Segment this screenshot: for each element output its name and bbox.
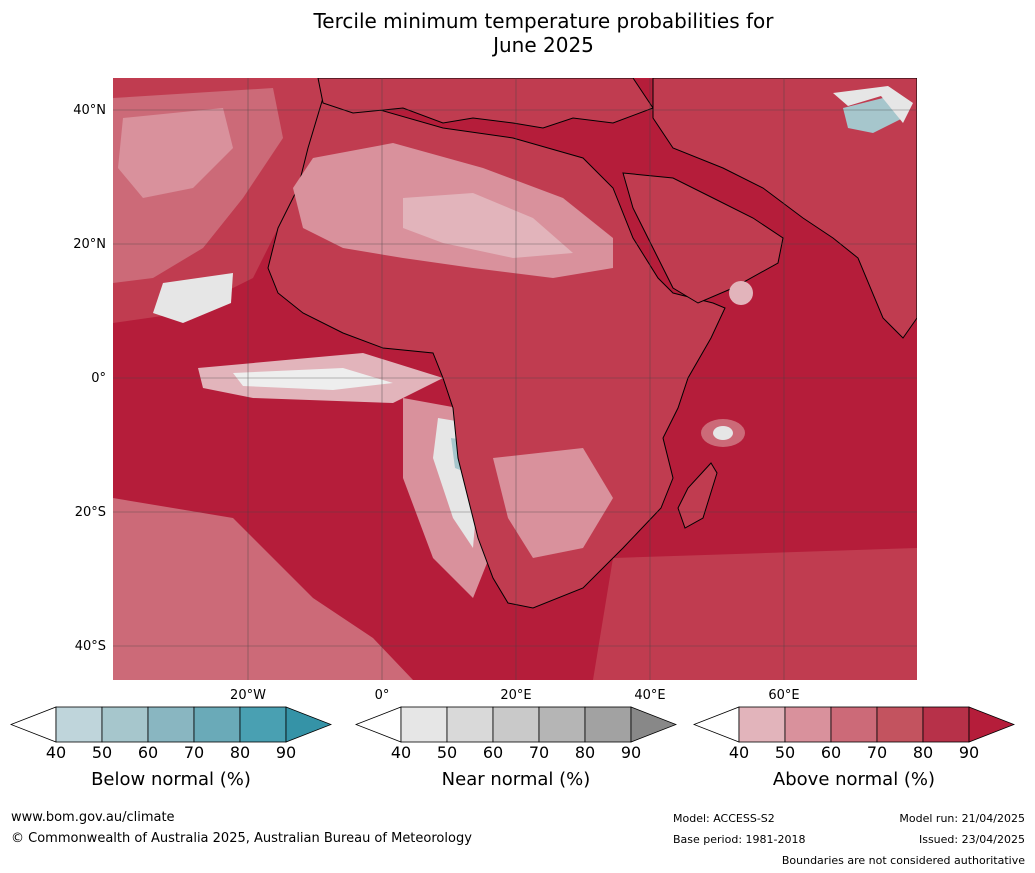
above-normal-tick: 90: [958, 743, 980, 762]
footer-url: www.bom.gov.au/climate: [11, 810, 175, 825]
near-normal-caption: Near normal (%): [441, 769, 591, 790]
equatorial-white-streak: [233, 368, 393, 390]
above-normal-tick: 60: [820, 743, 842, 762]
below-normal-tick: 90: [275, 743, 297, 762]
colorbar-cell: [193, 706, 241, 743]
below-normal-tick: 50: [91, 743, 113, 762]
colorbar-cell: [738, 706, 786, 743]
colorbar-cell: [55, 706, 103, 743]
below-normal-ticks: 40 50 60 70 80 90: [10, 743, 332, 762]
colorbar-cell: [101, 706, 149, 743]
footer-issued: Issued: 23/04/2025: [918, 833, 1025, 846]
asia-landmass: [652, 78, 917, 339]
colorbar-extend-high: [968, 706, 1015, 743]
arabian-peninsula: [622, 172, 784, 304]
colorbar-extend-low: [693, 706, 740, 743]
map-title-line1: Tercile minimum temperature probabilitie…: [313, 9, 774, 33]
colorbar-extend-high: [630, 706, 677, 743]
north-atlantic-light-patch: [118, 108, 233, 198]
colorbar-cell: [922, 706, 970, 743]
lat-label-0: 0°: [91, 371, 106, 386]
above-normal-colorbar-cells: [693, 706, 1015, 743]
colorbar-cell: [584, 706, 632, 743]
colorbar-cell: [538, 706, 586, 743]
colorbar-cell: [147, 706, 195, 743]
above-normal-tick: 70: [866, 743, 888, 762]
south-indian-pale-patches: [593, 548, 917, 680]
colorbar-cell: [876, 706, 924, 743]
lon-label-20e: 20°E: [500, 688, 532, 703]
lon-label-20w: 20°W: [230, 688, 266, 703]
arabian-sea-pale-spot: [729, 281, 753, 305]
above-normal-tick: 50: [774, 743, 796, 762]
colorbar-extend-high: [285, 706, 332, 743]
colorbar-cell: [784, 706, 832, 743]
below-normal-tick: 40: [45, 743, 67, 762]
map-canvas: [113, 78, 917, 680]
lat-label-20s: 20°S: [74, 505, 106, 520]
footer-copyright: © Commonwealth of Australia 2025, Austra…: [11, 831, 472, 846]
footer-disclaimer: Boundaries are not considered authoritat…: [781, 854, 1025, 867]
footer-model-run: Model run: 21/04/2025: [899, 812, 1025, 825]
below-normal-caption: Below normal (%): [91, 769, 251, 790]
above-normal-colorbar: [693, 706, 1015, 743]
below-normal-colorbar: [10, 706, 332, 743]
below-normal-tick: 70: [183, 743, 205, 762]
colorbar-cell: [830, 706, 878, 743]
lon-label-40e: 40°E: [634, 688, 666, 703]
colorbar-cell: [492, 706, 540, 743]
probability-map: [113, 78, 917, 680]
below-normal-tick: 80: [229, 743, 251, 762]
near-normal-tick: 90: [620, 743, 642, 762]
near-normal-colorbar: [355, 706, 677, 743]
central-asia-below-normal-patch: [843, 98, 903, 133]
near-normal-ticks: 40 50 60 70 80 90: [355, 743, 677, 762]
above-normal-ticks: 40 50 60 70 80 90: [693, 743, 1015, 762]
above-normal-tick: 40: [728, 743, 750, 762]
lat-label-40n: 40°N: [73, 103, 106, 118]
southern-africa-pale-region: [493, 448, 613, 558]
near-normal-tick: 70: [528, 743, 550, 762]
indian-ocean-pale-spot-2: [713, 426, 733, 440]
central-asia-near-normal-patch: [833, 86, 913, 123]
lat-label-20n: 20°N: [73, 237, 106, 252]
lat-label-40s: 40°S: [74, 639, 106, 654]
near-normal-tick: 80: [574, 743, 596, 762]
near-normal-tick: 50: [436, 743, 458, 762]
below-normal-colorbar-cells: [10, 706, 332, 743]
graticule: [113, 78, 917, 680]
colorbar-cell: [400, 706, 448, 743]
colorbar-extend-low: [355, 706, 402, 743]
south-atlantic-pale-patches: [113, 498, 413, 680]
lon-label-60e: 60°E: [768, 688, 800, 703]
lon-label-0: 0°: [374, 688, 390, 703]
above-normal-caption: Above normal (%): [772, 769, 936, 790]
footer-model: Model: ACCESS-S2: [673, 812, 775, 825]
colorbar-extend-low: [10, 706, 57, 743]
near-normal-tick: 60: [482, 743, 504, 762]
below-normal-tick: 60: [137, 743, 159, 762]
atlantic-near-normal-patch: [153, 273, 233, 323]
map-title: Tercile minimum temperature probabilitie…: [0, 9, 1035, 57]
near-normal-colorbar-cells: [355, 706, 677, 743]
map-title-line2: June 2025: [493, 33, 594, 57]
footer-base-period: Base period: 1981-2018: [673, 833, 806, 846]
sahara-near-normal-patch: [403, 193, 573, 258]
near-normal-tick: 40: [390, 743, 412, 762]
colorbar-cell: [239, 706, 287, 743]
colorbar-cell: [446, 706, 494, 743]
above-normal-tick: 80: [912, 743, 934, 762]
